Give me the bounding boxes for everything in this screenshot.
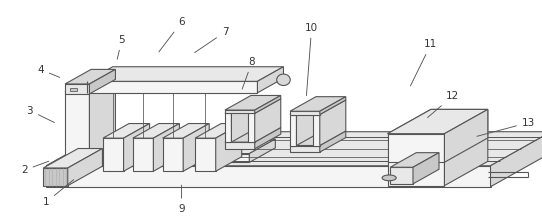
Polygon shape: [103, 138, 124, 171]
Polygon shape: [216, 124, 242, 171]
Polygon shape: [103, 124, 150, 138]
Polygon shape: [195, 138, 216, 171]
Polygon shape: [225, 113, 231, 142]
Polygon shape: [70, 88, 77, 91]
Polygon shape: [444, 109, 488, 186]
Polygon shape: [65, 77, 115, 92]
Polygon shape: [89, 69, 115, 94]
Text: 13: 13: [477, 118, 535, 136]
Polygon shape: [248, 113, 255, 142]
Polygon shape: [65, 84, 89, 94]
Polygon shape: [225, 95, 281, 110]
Polygon shape: [124, 124, 150, 171]
Text: 10: 10: [305, 23, 318, 95]
Polygon shape: [89, 154, 249, 162]
Polygon shape: [290, 114, 296, 145]
Polygon shape: [388, 134, 444, 186]
Polygon shape: [225, 142, 255, 149]
Polygon shape: [255, 99, 281, 142]
Polygon shape: [87, 67, 283, 81]
Polygon shape: [46, 166, 491, 187]
Text: 9: 9: [178, 185, 185, 214]
Polygon shape: [320, 100, 346, 145]
Ellipse shape: [277, 74, 291, 86]
Polygon shape: [388, 109, 488, 134]
Text: 7: 7: [195, 27, 228, 53]
Polygon shape: [255, 128, 281, 149]
Polygon shape: [413, 153, 439, 184]
Polygon shape: [195, 124, 242, 138]
Text: 6: 6: [159, 17, 185, 52]
Polygon shape: [290, 111, 320, 114]
Text: 12: 12: [428, 91, 459, 118]
Text: 8: 8: [242, 57, 255, 89]
Polygon shape: [89, 139, 275, 154]
Polygon shape: [390, 167, 413, 184]
Polygon shape: [153, 124, 179, 171]
Polygon shape: [133, 138, 153, 171]
Polygon shape: [249, 139, 275, 162]
Polygon shape: [231, 99, 257, 142]
Polygon shape: [225, 110, 255, 113]
Polygon shape: [163, 124, 209, 138]
Polygon shape: [296, 100, 322, 145]
Polygon shape: [225, 128, 281, 142]
Polygon shape: [163, 138, 183, 171]
Polygon shape: [313, 100, 346, 114]
Polygon shape: [290, 97, 346, 111]
Polygon shape: [46, 132, 542, 166]
Polygon shape: [320, 97, 346, 114]
Polygon shape: [248, 99, 281, 113]
Polygon shape: [89, 77, 115, 167]
Text: 3: 3: [27, 105, 54, 122]
Polygon shape: [43, 168, 68, 186]
Polygon shape: [388, 109, 488, 134]
Polygon shape: [290, 131, 346, 145]
Polygon shape: [290, 145, 320, 152]
Polygon shape: [320, 131, 346, 152]
Polygon shape: [65, 69, 115, 84]
Polygon shape: [68, 149, 102, 186]
Polygon shape: [87, 81, 257, 93]
Polygon shape: [491, 132, 542, 187]
Polygon shape: [390, 153, 439, 167]
Polygon shape: [257, 67, 283, 93]
Polygon shape: [65, 92, 89, 167]
Polygon shape: [444, 109, 488, 162]
Polygon shape: [255, 95, 281, 113]
Circle shape: [382, 175, 396, 181]
Text: 4: 4: [37, 65, 60, 77]
Polygon shape: [225, 99, 257, 113]
Polygon shape: [183, 124, 209, 171]
Text: 2: 2: [21, 161, 49, 175]
Text: 11: 11: [410, 39, 437, 86]
Polygon shape: [43, 149, 102, 168]
Polygon shape: [388, 134, 444, 162]
Polygon shape: [290, 100, 322, 114]
Text: 5: 5: [117, 35, 125, 59]
Polygon shape: [313, 114, 320, 145]
Text: 1: 1: [43, 180, 74, 207]
Polygon shape: [133, 124, 179, 138]
